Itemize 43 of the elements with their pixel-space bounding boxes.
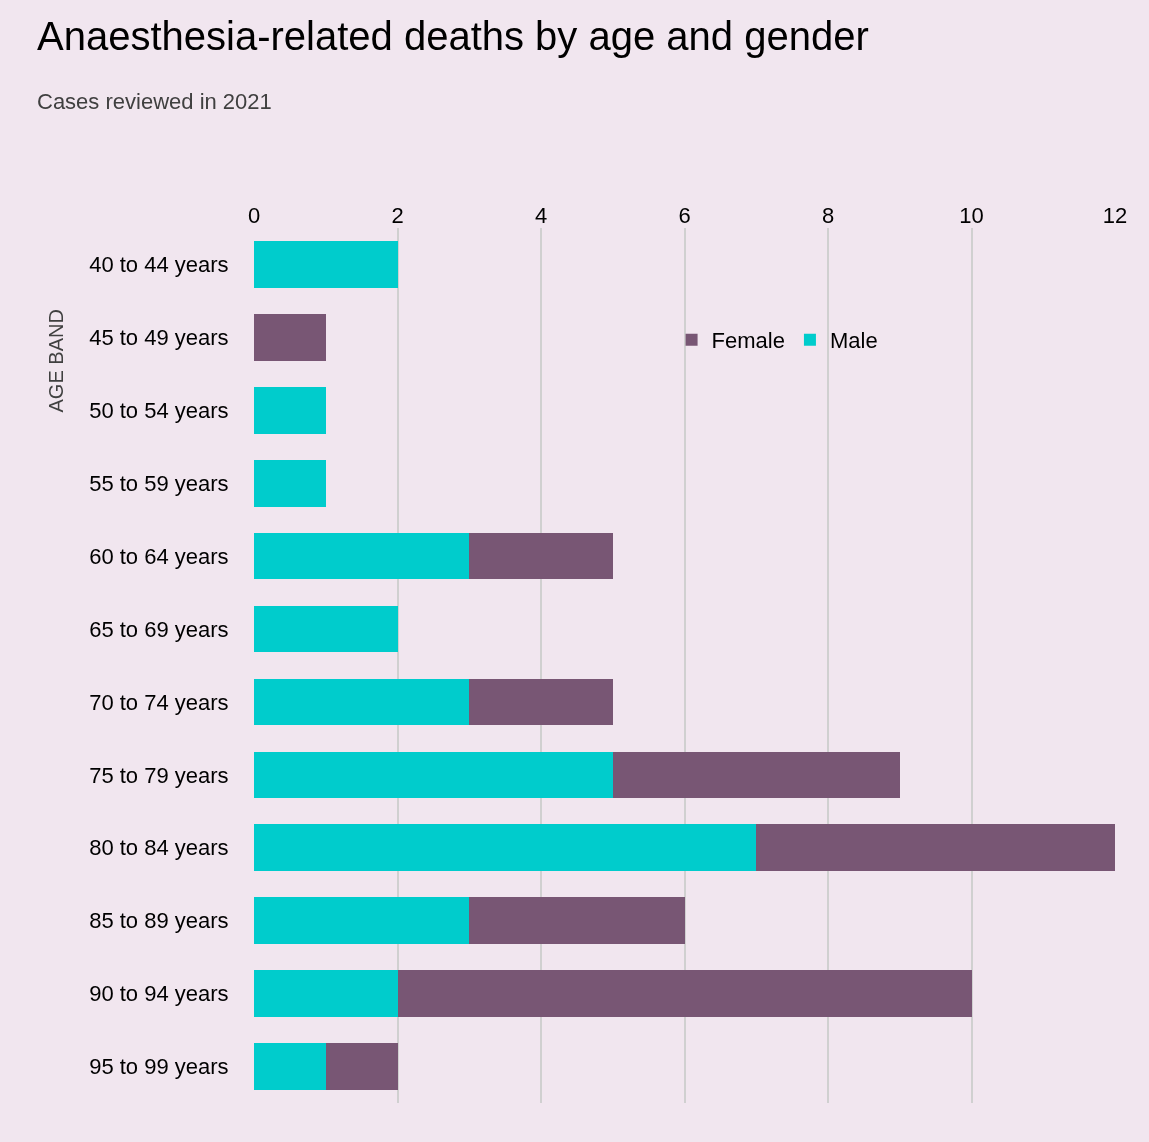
bar <box>254 241 398 288</box>
bar <box>254 386 326 434</box>
bar <box>254 970 398 1017</box>
y-tick-label: 80 to 84 years <box>89 835 229 861</box>
bar <box>254 1043 326 1090</box>
y-tick-label: 75 to 79 years <box>89 762 229 788</box>
y-tick-label: 55 to 59 years <box>89 470 229 496</box>
bar <box>469 897 685 945</box>
bar <box>469 532 613 580</box>
y-tick-label: 70 to 74 years <box>89 689 229 715</box>
x-tick-label: 0 <box>247 202 261 228</box>
y-tick-label: 40 to 44 years <box>89 252 229 278</box>
bar <box>254 678 470 726</box>
legend-label: Male <box>829 328 878 354</box>
bar <box>325 1043 398 1090</box>
y-tick-label: 85 to 89 years <box>89 908 229 934</box>
y-tick-label: 65 to 69 years <box>89 616 229 642</box>
chart-title: Anaesthesia-related deaths by age and gender <box>37 14 869 58</box>
bar <box>612 751 900 799</box>
chart-subtitle: Cases reviewed in 2021 <box>37 88 272 114</box>
x-tick-label: 2 <box>391 202 404 228</box>
legend-label: Female <box>711 328 785 354</box>
x-tick-label: 12 <box>1102 202 1128 228</box>
bar <box>254 751 613 799</box>
y-tick-label: 95 to 99 years <box>89 1054 229 1080</box>
y-tick-label: 50 to 54 years <box>89 397 229 423</box>
y-tick-label: 60 to 64 years <box>89 543 229 569</box>
y-axis-title: AGE BAND <box>44 309 67 413</box>
bar <box>254 824 757 872</box>
y-tick-label: 90 to 94 years <box>89 981 229 1007</box>
bar <box>254 459 326 507</box>
bar <box>469 678 613 726</box>
y-tick-label: 45 to 49 years <box>89 325 229 351</box>
bar <box>254 605 398 653</box>
bar <box>756 824 1115 872</box>
bar <box>254 532 470 580</box>
x-tick-label: 4 <box>534 202 548 228</box>
bar <box>397 970 972 1017</box>
x-tick-label: 8 <box>821 202 835 228</box>
x-tick-label: 6 <box>678 202 691 228</box>
bar <box>254 314 326 361</box>
x-tick-label: 10 <box>959 202 984 228</box>
bar <box>254 897 470 945</box>
